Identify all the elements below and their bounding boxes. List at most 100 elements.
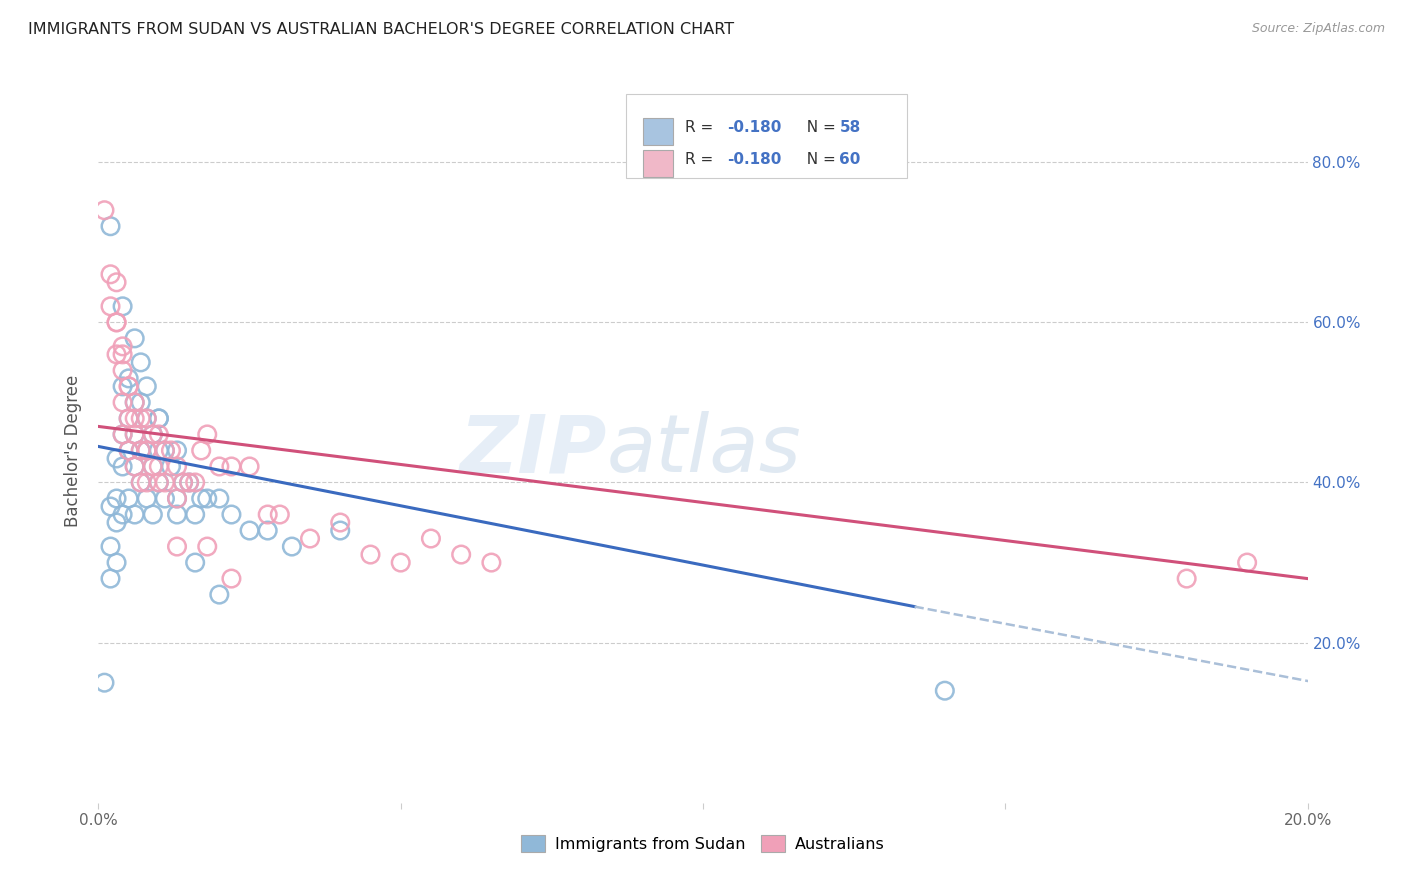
Point: [124, 427, 146, 442]
Point: [111, 379, 134, 393]
Text: N =: N =: [797, 120, 841, 135]
Text: R =: R =: [685, 120, 718, 135]
Point: [124, 395, 146, 409]
Text: ZIP: ZIP: [458, 411, 606, 490]
Point: [93, 675, 115, 690]
Point: [118, 411, 141, 425]
Point: [129, 443, 152, 458]
Point: [195, 427, 218, 442]
Point: [105, 315, 128, 329]
Point: [111, 339, 134, 353]
Point: [100, 299, 122, 313]
Point: [389, 556, 412, 570]
Point: [148, 443, 170, 458]
Point: [329, 524, 352, 538]
Text: R =: R =: [685, 153, 718, 168]
Point: [166, 540, 188, 554]
Point: [105, 347, 128, 361]
Point: [100, 268, 122, 282]
Point: [118, 379, 141, 393]
Point: [93, 203, 115, 218]
Legend: Immigrants from Sudan, Australians: Immigrants from Sudan, Australians: [515, 829, 891, 858]
Point: [124, 427, 146, 442]
Point: [135, 411, 157, 425]
Point: [142, 427, 165, 442]
Point: [329, 516, 352, 530]
Point: [124, 331, 146, 345]
Point: [124, 508, 146, 522]
Point: [105, 315, 128, 329]
Point: [135, 491, 157, 506]
Point: [118, 443, 141, 458]
Point: [129, 395, 152, 409]
Point: [135, 411, 157, 425]
Point: [179, 475, 201, 490]
Point: [239, 524, 262, 538]
Point: [148, 411, 170, 425]
Point: [142, 427, 165, 442]
Point: [239, 459, 262, 474]
Y-axis label: Bachelor's Degree: Bachelor's Degree: [65, 375, 83, 526]
Point: [148, 411, 170, 425]
Point: [450, 548, 472, 562]
Point: [1175, 572, 1198, 586]
Point: [148, 459, 170, 474]
Point: [190, 443, 212, 458]
Point: [100, 540, 122, 554]
Point: [100, 500, 122, 514]
Point: [111, 508, 134, 522]
Point: [118, 411, 141, 425]
Point: [420, 532, 443, 546]
Point: [135, 443, 157, 458]
Point: [166, 491, 188, 506]
Point: [269, 508, 291, 522]
Point: [172, 475, 194, 490]
Point: [148, 427, 170, 442]
Point: [129, 475, 152, 490]
Point: [111, 363, 134, 377]
Point: [124, 411, 146, 425]
Point: [195, 491, 218, 506]
Point: [142, 459, 165, 474]
Point: [135, 443, 157, 458]
Point: [148, 475, 170, 490]
Text: 58: 58: [839, 120, 860, 135]
Point: [124, 459, 146, 474]
Text: atlas: atlas: [606, 411, 801, 490]
Point: [153, 491, 176, 506]
Point: [153, 443, 176, 458]
Text: IMMIGRANTS FROM SUDAN VS AUSTRALIAN BACHELOR'S DEGREE CORRELATION CHART: IMMIGRANTS FROM SUDAN VS AUSTRALIAN BACH…: [28, 22, 734, 37]
Point: [111, 299, 134, 313]
Point: [118, 379, 141, 393]
Point: [221, 508, 243, 522]
Point: [105, 516, 128, 530]
Point: [166, 459, 188, 474]
Text: -0.180: -0.180: [727, 153, 782, 168]
Text: Source: ZipAtlas.com: Source: ZipAtlas.com: [1251, 22, 1385, 36]
Point: [208, 588, 231, 602]
Point: [135, 379, 157, 393]
Point: [172, 475, 194, 490]
Point: [166, 443, 188, 458]
Point: [124, 459, 146, 474]
Point: [111, 347, 134, 361]
Point: [184, 475, 207, 490]
Point: [148, 475, 170, 490]
Point: [208, 459, 231, 474]
Point: [100, 219, 122, 234]
Point: [221, 572, 243, 586]
Point: [111, 459, 134, 474]
Point: [118, 371, 141, 385]
Point: [934, 683, 956, 698]
Point: [360, 548, 382, 562]
Point: [129, 475, 152, 490]
Point: [1236, 556, 1258, 570]
Point: [129, 355, 152, 369]
Point: [256, 524, 278, 538]
Point: [100, 572, 122, 586]
Point: [281, 540, 304, 554]
Point: [153, 443, 176, 458]
Point: [256, 508, 278, 522]
Point: [135, 443, 157, 458]
Point: [105, 451, 128, 466]
